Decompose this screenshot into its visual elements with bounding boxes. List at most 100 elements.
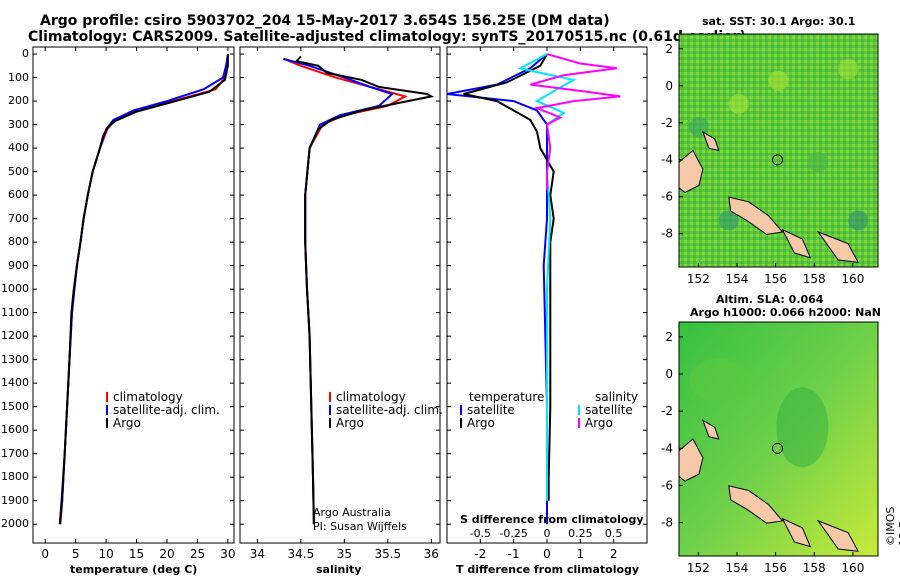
sst-blob [688, 117, 709, 138]
x-tick-label: 25 [190, 547, 205, 561]
map-x-tick-label: 156 [764, 272, 787, 286]
x-tick-label: 15 [129, 547, 144, 561]
map-x-tick-label: 152 [687, 272, 710, 286]
land-polygon [678, 149, 704, 193]
depth-tick-label: 1800 [1, 470, 29, 484]
x-tick-label: 5 [72, 547, 80, 561]
land-polygon [728, 196, 784, 235]
map-x-tick-label: 160 [841, 272, 864, 286]
depth-tick-label: 300 [8, 117, 29, 131]
sla-map-title: Altim. SLA: 0.064 [716, 293, 824, 306]
map-y-tick-label: -6 [661, 190, 673, 204]
sst-blob [718, 210, 739, 231]
sla-map: 152 154 156 158 160 2 0 -2 -4 -6 -8 [661, 321, 879, 575]
depth-tick-label: 0 [22, 47, 29, 61]
map-field [679, 322, 878, 556]
x-tick-label: 0 [41, 547, 49, 561]
sst-blob [838, 58, 859, 79]
credit-line1: Argo Australia [313, 506, 391, 519]
legend-label: satellite-adj. clim. [113, 403, 220, 417]
x-tick-label: 36 [424, 547, 439, 561]
legend-label: Argo [113, 416, 141, 430]
depth-tick-label: 1700 [1, 446, 29, 460]
depth-tick-label: 200 [8, 94, 29, 108]
x-tick-label: 0 [543, 547, 551, 561]
map-y-tick-label: 0 [665, 79, 673, 93]
series-line-climatology [283, 57, 408, 525]
map-y-tick-label: -8 [661, 227, 673, 241]
map-field [679, 34, 878, 267]
depth-tick-label: 1400 [1, 376, 29, 390]
temperature-xlabel: temperature (deg C) [70, 563, 198, 576]
map-frame [678, 321, 879, 557]
series-line-climatology [59, 53, 229, 525]
legend-label: satellite [585, 403, 633, 417]
legend-label: temperature [469, 390, 544, 404]
depth-tick-label: 1300 [1, 352, 29, 366]
map-y-tick-label: 2 [665, 330, 673, 344]
s-difference-label: S difference from climatology [460, 513, 644, 526]
float-position-marker [772, 154, 784, 166]
depth-tick-label: 1100 [1, 305, 29, 319]
land-polygon [678, 438, 704, 482]
panel-frame [239, 46, 441, 544]
profile-title: Argo profile: csiro 5903702_204 15-May-2… [40, 13, 610, 29]
legend-label: climatology [113, 390, 183, 404]
legend-label: Argo [585, 416, 613, 430]
x-tick-label: 35.5 [374, 547, 401, 561]
x-tick-label: 20 [159, 547, 174, 561]
depth-tick-label: 1500 [1, 399, 29, 413]
map-x-tick-label: 154 [726, 561, 749, 575]
depth-tick-label: 1900 [1, 493, 29, 507]
imos-watermark: ©IMOS 12-Dec-2018 22:00:46 [884, 502, 900, 546]
series-line-argo [530, 53, 621, 191]
x2-tick-label: 0.5 [605, 527, 623, 540]
map-x-tick-label: 154 [726, 272, 749, 286]
x2-tick-label: 0.25 [568, 527, 593, 540]
land-polygon [816, 230, 859, 263]
depth-tick-label: 700 [8, 211, 29, 225]
map-y-tick-label: -4 [661, 441, 673, 455]
x-tick-label: 2 [610, 547, 618, 561]
sst-blob [728, 93, 749, 114]
x-tick-label: 30 [220, 547, 235, 561]
map-x-tick-label: 156 [764, 561, 787, 575]
depth-tick-label: 400 [8, 141, 29, 155]
depth-tick-label: 100 [8, 70, 29, 84]
x-tick-label: -1 [508, 547, 520, 561]
sst-blob [808, 152, 829, 173]
legend-label: climatology [336, 390, 406, 404]
series-line-satellite-adj-clim- [283, 57, 395, 525]
legend-label: salinity [595, 390, 638, 404]
map-x-tick-label: 158 [803, 272, 826, 286]
x2-tick-label: 0 [544, 527, 551, 540]
land-polygon [701, 419, 720, 440]
land-polygon [816, 519, 859, 552]
legend-label: satellite [467, 403, 515, 417]
credit-line2: PI: Susan Wijffels [313, 520, 407, 533]
map-x-tick-label: 152 [687, 561, 710, 575]
map-y-tick-label: 0 [665, 367, 673, 381]
map-y-tick-label: -2 [661, 116, 673, 130]
depth-tick-label: 800 [8, 235, 29, 249]
series-line-argo [463, 53, 555, 501]
x-tick-label: 1 [577, 547, 585, 561]
legend-label: Argo [467, 416, 495, 430]
sst-blob [768, 70, 789, 91]
sla-blob [776, 387, 829, 468]
land-polygon [728, 485, 784, 524]
salinity-panel: 34 34.5 35 35.5 36 climatologysatellite-adj. … [239, 46, 443, 561]
legend-label: Argo [336, 416, 364, 430]
depth-tick-label: 2000 [1, 517, 29, 531]
float-position-marker [772, 442, 784, 454]
x-tick-label: 34 [250, 547, 265, 561]
legend-label: satellite-adj. clim. [336, 403, 443, 417]
sst-map-title: sat. SST: 30.1 Argo: 30.1 [702, 15, 856, 28]
map-x-tick-label: 158 [803, 561, 826, 575]
depth-tick-label: 1600 [1, 423, 29, 437]
sla-map-title2: Argo h1000: 0.066 h2000: NaN [690, 306, 882, 319]
x-tick-label: -2 [474, 547, 486, 561]
